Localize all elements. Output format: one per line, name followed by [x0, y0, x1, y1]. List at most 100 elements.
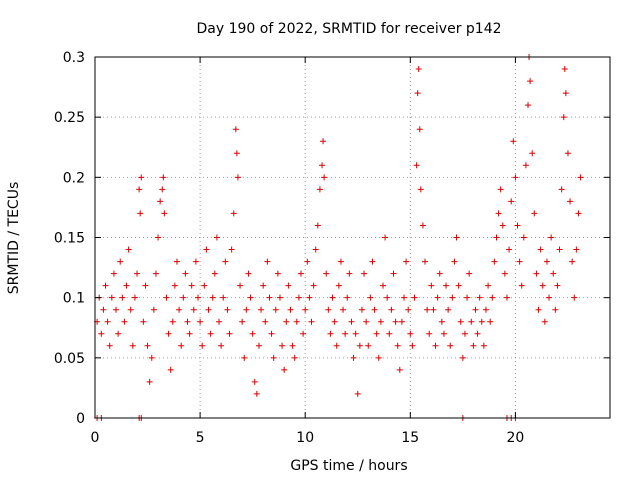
data-point — [525, 102, 532, 109]
data-point — [331, 318, 338, 325]
data-point — [131, 294, 138, 301]
data-point — [352, 330, 359, 337]
x-tick-label: 10 — [296, 430, 314, 446]
data-point — [192, 258, 199, 265]
data-point — [546, 294, 553, 301]
data-point — [253, 390, 260, 397]
data-point — [323, 270, 330, 277]
data-point — [291, 354, 298, 361]
data-point — [474, 330, 481, 337]
data-point — [390, 270, 397, 277]
data-point — [157, 198, 164, 205]
data-point — [106, 342, 113, 349]
data-point — [459, 354, 466, 361]
data-point — [512, 174, 519, 181]
data-point — [337, 258, 344, 265]
data-point — [209, 294, 216, 301]
data-point — [539, 282, 546, 289]
data-point — [327, 330, 334, 337]
data-point — [127, 306, 134, 313]
data-point — [205, 306, 212, 313]
data-point — [241, 354, 248, 361]
data-point — [506, 246, 513, 253]
data-point — [155, 234, 162, 241]
data-point — [102, 282, 109, 289]
data-point — [329, 294, 336, 301]
data-point — [480, 342, 487, 349]
data-point — [159, 186, 166, 193]
data-point — [320, 138, 327, 145]
x-tick-label: 20 — [506, 430, 524, 446]
data-point — [527, 78, 534, 85]
data-point — [428, 282, 435, 289]
data-point — [516, 258, 523, 265]
data-point — [537, 246, 544, 253]
data-point — [438, 318, 445, 325]
data-point — [388, 306, 395, 313]
data-point — [476, 294, 483, 301]
data-point — [464, 294, 471, 301]
data-point — [98, 330, 105, 337]
data-point — [548, 234, 555, 241]
data-point — [552, 306, 559, 313]
data-point — [264, 258, 271, 265]
data-point — [121, 318, 128, 325]
data-point — [195, 294, 201, 301]
data-point — [178, 342, 185, 349]
y-tick-label: 0.2 — [63, 170, 85, 186]
data-point — [310, 282, 317, 289]
data-point — [165, 330, 172, 337]
data-point — [125, 246, 132, 253]
data-point — [197, 318, 204, 325]
data-point — [436, 270, 443, 277]
data-point — [575, 210, 582, 217]
data-point — [541, 318, 548, 325]
data-point — [230, 210, 237, 217]
data-point — [350, 354, 357, 361]
data-point — [216, 318, 223, 325]
data-point — [573, 246, 580, 253]
data-point — [564, 150, 571, 157]
data-point — [348, 318, 355, 325]
data-point — [150, 306, 157, 313]
data-point — [129, 342, 136, 349]
data-point — [186, 330, 193, 337]
data-point — [533, 270, 540, 277]
data-point — [163, 294, 170, 301]
data-point — [569, 258, 576, 265]
grid-lines — [95, 57, 610, 418]
data-point — [293, 318, 300, 325]
data-point — [258, 306, 265, 313]
data-point — [403, 258, 410, 265]
data-point — [279, 342, 286, 349]
data-point — [342, 330, 349, 337]
data-point — [461, 330, 468, 337]
data-point — [407, 330, 414, 337]
data-point — [190, 306, 197, 313]
data-point — [491, 258, 498, 265]
data-point — [251, 378, 258, 385]
data-point — [493, 234, 500, 241]
data-point — [117, 258, 124, 265]
data-point — [140, 318, 147, 325]
data-point — [295, 294, 302, 301]
data-point — [123, 282, 130, 289]
data-point — [211, 270, 218, 277]
data-point — [398, 318, 405, 325]
data-point — [344, 294, 351, 301]
data-point — [356, 342, 363, 349]
data-point — [510, 138, 517, 145]
data-point — [531, 210, 538, 217]
x-axis-label: GPS time / hours — [290, 458, 407, 474]
data-point — [499, 222, 506, 229]
data-point — [152, 270, 159, 277]
data-point — [184, 318, 191, 325]
data-point — [167, 366, 174, 373]
data-point — [354, 390, 361, 397]
data-point — [144, 342, 151, 349]
data-point — [276, 294, 283, 301]
data-point — [272, 306, 279, 313]
data-point — [161, 210, 168, 217]
data-point — [497, 186, 504, 193]
data-point — [369, 258, 376, 265]
